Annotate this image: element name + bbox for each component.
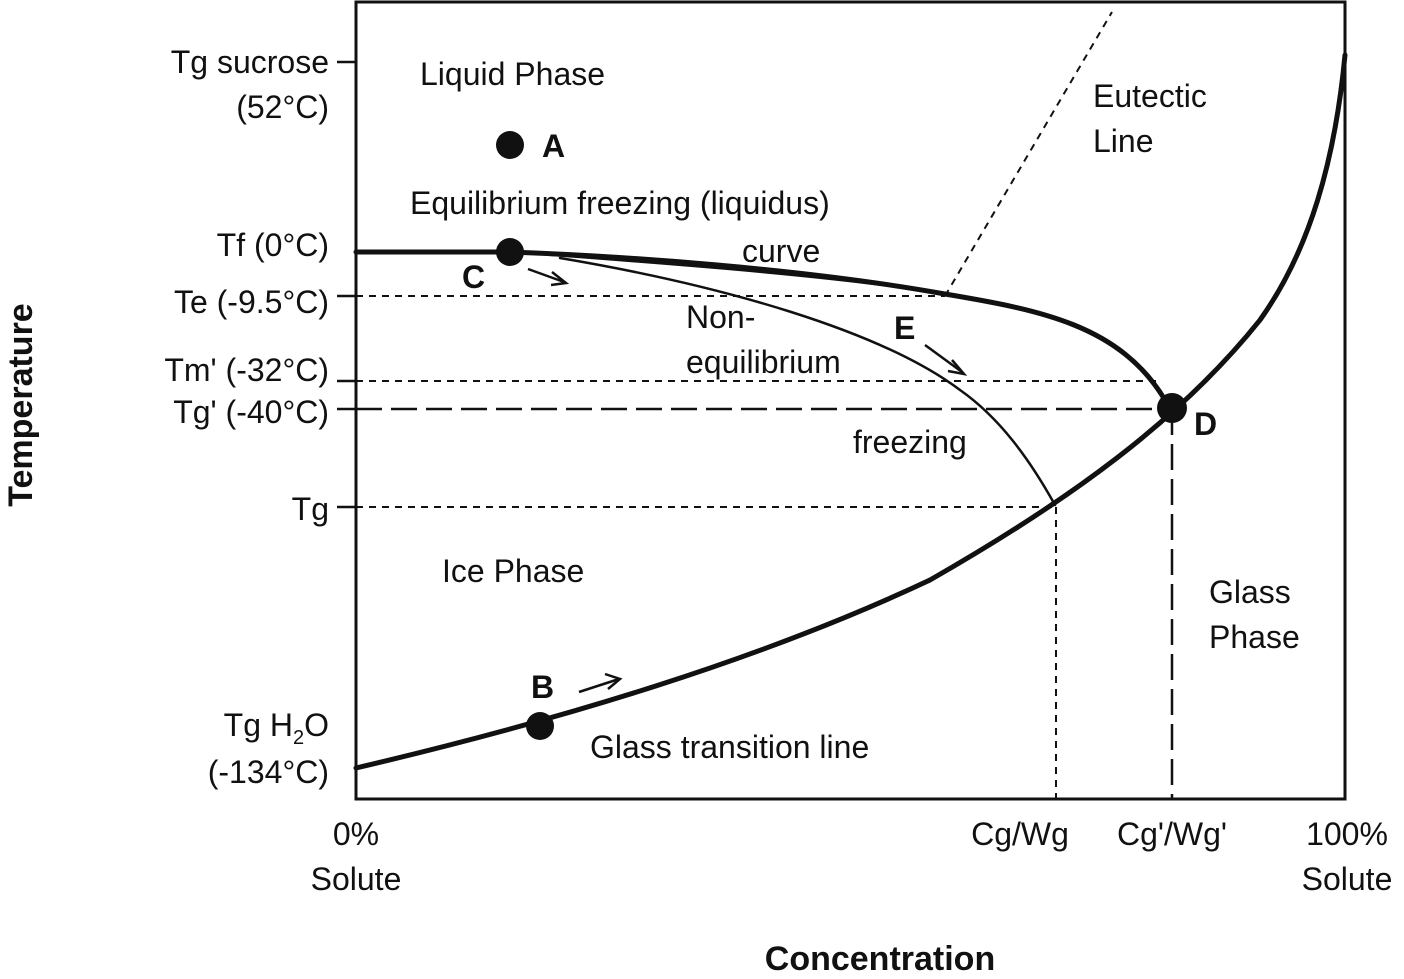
point-c-marker [496, 238, 524, 266]
y-tick-te-label: Te (-9.5°C) [174, 284, 329, 320]
glass-phase-label-line1: Glass [1209, 574, 1291, 610]
curves [353, 52, 1348, 771]
arrow-b-shaft [578, 677, 620, 694]
point-b-label: B [531, 669, 554, 705]
point-a-marker [496, 131, 524, 159]
arrow-c-head-icon [550, 271, 570, 287]
y-tick-marks [337, 60, 356, 509]
point-d-label: D [1194, 406, 1217, 442]
y-tick-tf-label: Tf (0°C) [217, 227, 329, 263]
y-axis-title: Temperature [2, 303, 40, 506]
x-tick-hundred-pct: 100% [1306, 816, 1388, 852]
eutectic-label-line2: Line [1093, 123, 1154, 159]
y-tick-tg-sucrose-label: Tg sucrose [171, 44, 329, 80]
eutectic-label-line1: Eutectic [1093, 78, 1207, 114]
equilibrium-curve-label-line2: curve [742, 233, 820, 269]
y-tick-tg-prime-label: Tg' (-40°C) [173, 394, 329, 430]
x-tick-cg-wg-label: Cg/Wg [971, 816, 1069, 852]
nonequilibrium-label-line1: Non- [686, 299, 755, 335]
arrow-b-head-icon [604, 672, 623, 690]
eutectic-line [944, 11, 1113, 297]
y-tick-tg-sucrose-value: (52°C) [236, 89, 329, 125]
plot-frame [354, 0, 1347, 801]
arrows [527, 267, 968, 694]
point-e-label: E [894, 310, 915, 346]
arrow-e-shaft [924, 343, 963, 374]
arrow-e-head-icon [947, 359, 968, 376]
glass-transition-curve [353, 52, 1348, 771]
point-d-marker [1157, 393, 1187, 423]
y-tick-tg-h2o-label: Tg H2O [224, 707, 329, 749]
x-tick-cg-prime-wg-prime-label: Cg'/Wg' [1117, 816, 1227, 852]
tg-h2o-subscript: 2 [293, 727, 304, 749]
point-a-label: A [542, 128, 565, 164]
liquidus-curve-lower-branch [509, 251, 946, 295]
equilibrium-curve-label-line1: Equilibrium freezing (liquidus) [410, 185, 830, 221]
y-tick-tm-prime-label: Tm' (-32°C) [164, 352, 329, 388]
nonequilibrium-label-line2: equilibrium [686, 344, 841, 380]
tg-h2o-prefix: Tg H [224, 707, 293, 743]
x-axis-title: Concentration [765, 940, 995, 978]
point-b-marker [526, 712, 554, 740]
tg-h2o-suffix: O [304, 707, 329, 743]
glass-transition-line-label: Glass transition line [590, 729, 869, 765]
point-c-label: C [462, 259, 485, 295]
x-tick-hundred-word: Solute [1302, 861, 1393, 897]
liquid-phase-label: Liquid Phase [420, 56, 605, 92]
y-tick-tg-label: Tg [292, 491, 329, 527]
x-tick-zero-word: Solute [311, 861, 402, 897]
glass-phase-label-line2: Phase [1209, 619, 1300, 655]
ice-phase-label: Ice Phase [442, 553, 584, 589]
x-tick-zero-pct: 0% [333, 816, 379, 852]
arrow-c-shaft [527, 267, 565, 284]
reference-lines [356, 11, 1174, 799]
nonequilibrium-label-line3: freezing [853, 424, 967, 460]
nonequilibrium-curve [558, 256, 1057, 507]
y-tick-tg-h2o-value: (-134°C) [208, 754, 329, 790]
points [496, 131, 1187, 740]
